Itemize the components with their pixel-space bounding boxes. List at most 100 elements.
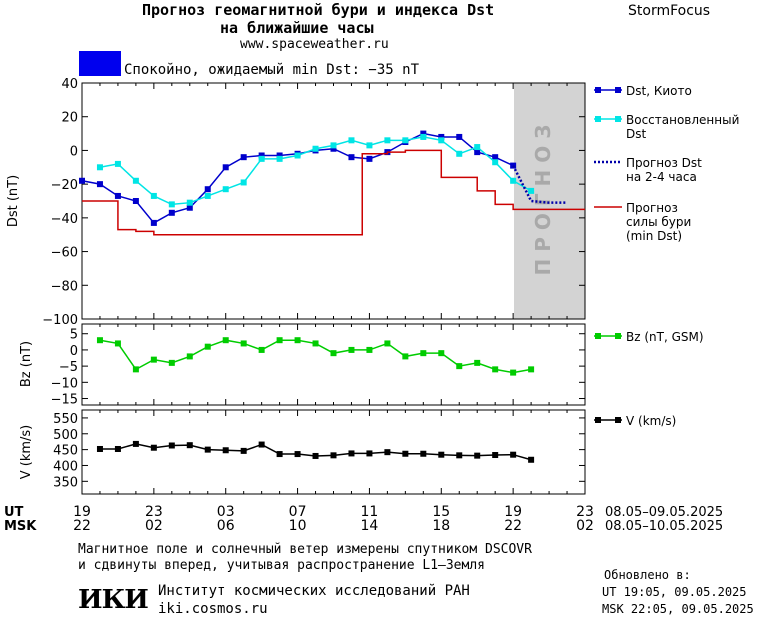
data-point: [186, 204, 193, 211]
msk-tick-label: 06: [217, 518, 235, 534]
legend-marker: [615, 87, 621, 93]
data-point: [438, 451, 445, 458]
data-point: [492, 154, 499, 161]
ut-tick-label: 19: [73, 504, 91, 520]
legend-label: на 2-4 часа: [626, 170, 697, 184]
data-point: [330, 350, 337, 357]
msk-tick-label: 10: [289, 518, 307, 534]
data-point: [510, 162, 517, 169]
y-tick-label: 40: [61, 77, 78, 92]
data-point: [312, 452, 319, 459]
ut-tick-label: 15: [432, 504, 450, 520]
y-axis-label: Bz (nT): [19, 341, 34, 387]
y-tick-label: 550: [53, 412, 78, 427]
data-point: [240, 447, 247, 454]
data-point: [168, 201, 175, 208]
data-point: [186, 199, 193, 206]
data-point: [222, 337, 229, 344]
legend-label: Прогноз: [626, 201, 678, 215]
data-point: [312, 145, 319, 152]
dst-panel: 40 20 0 −20 −40 −60 −80 −100 Dst (nT): [6, 77, 586, 328]
data-point: [276, 337, 283, 344]
data-point: [150, 444, 157, 451]
legend-label: (min Dst): [626, 229, 682, 243]
data-point: [204, 186, 211, 193]
y-tick-label: 0: [70, 144, 78, 159]
data-point: [492, 452, 499, 459]
panel-frame: [81, 323, 586, 406]
updated-label: Обновлено в:: [604, 568, 691, 582]
data-point: [366, 142, 373, 149]
data-point: [258, 441, 265, 448]
data-point: [222, 164, 229, 171]
data-point: [366, 155, 373, 162]
site-url[interactable]: www.spaceweather.ru: [240, 37, 389, 52]
y-tick-label: −80: [51, 279, 78, 294]
data-point: [96, 164, 103, 171]
msk-tick-label: 18: [432, 518, 450, 534]
ut-date-range: 08.05–09.05.2025: [605, 505, 723, 520]
data-point: [186, 442, 193, 449]
y-tick-label: 450: [53, 444, 78, 459]
legend-label: V (km/s): [626, 414, 676, 428]
forecast-band-label: П Р О Г Н О З: [531, 125, 555, 276]
legend-label: Dst: [626, 127, 646, 141]
data-point: [420, 450, 427, 457]
data-point: [438, 350, 445, 357]
series-line: [82, 149, 585, 236]
data-point: [384, 449, 391, 456]
msk-date-range: 08.05–10.05.2025: [605, 519, 723, 534]
brand-label: StormFocus: [628, 3, 711, 19]
legend-label: Прогноз Dst: [626, 156, 702, 170]
data-point: [132, 177, 139, 184]
data-point: [420, 130, 427, 137]
msk-tick-label: 02: [145, 518, 163, 534]
status-text: Спокойно, ожидаемый min Dst: −35 nT: [124, 62, 420, 78]
data-point: [384, 340, 391, 347]
legend-label: Bz (nT, GSM): [626, 330, 704, 344]
data-point: [528, 456, 535, 463]
data-point: [348, 450, 355, 457]
data-point: [240, 340, 247, 347]
data-point: [348, 154, 355, 161]
data-point: [168, 209, 175, 216]
data-point: [420, 350, 427, 357]
data-point: [258, 155, 265, 162]
data-point: [528, 187, 535, 194]
institute-url[interactable]: iki.cosmos.ru: [158, 601, 268, 617]
data-point: [456, 363, 463, 370]
data-point: [96, 445, 103, 452]
data-point: [438, 137, 445, 144]
data-point: [168, 359, 175, 366]
data-point: [204, 446, 211, 453]
data-point: [168, 442, 175, 449]
y-tick-label: 500: [53, 428, 78, 443]
legend-label: Dst, Киото: [626, 84, 692, 98]
data-point: [114, 445, 121, 452]
data-point: [276, 155, 283, 162]
data-point: [420, 133, 427, 140]
data-point: [96, 337, 103, 344]
data-point: [222, 447, 229, 454]
legend-label: Восстановленный: [626, 113, 739, 127]
legend-marker: [595, 333, 601, 339]
iki-logo: ИКИ: [78, 585, 149, 615]
data-point: [402, 450, 409, 457]
data-point: [366, 346, 373, 353]
data-point: [204, 343, 211, 350]
institute-name: Институт космических исследований РАН: [158, 583, 470, 599]
data-point: [132, 198, 139, 204]
panel-frame: [81, 82, 586, 320]
data-point: [330, 142, 337, 149]
data-point: [492, 366, 499, 373]
legend-marker: [595, 116, 601, 122]
data-point: [150, 356, 157, 363]
y-tick-label: −40: [51, 212, 78, 227]
data-point: [438, 133, 445, 140]
data-point: [528, 366, 535, 373]
data-point: [114, 340, 121, 347]
series-line: [81, 132, 514, 224]
data-point: [312, 340, 319, 347]
data-point: [294, 337, 301, 344]
